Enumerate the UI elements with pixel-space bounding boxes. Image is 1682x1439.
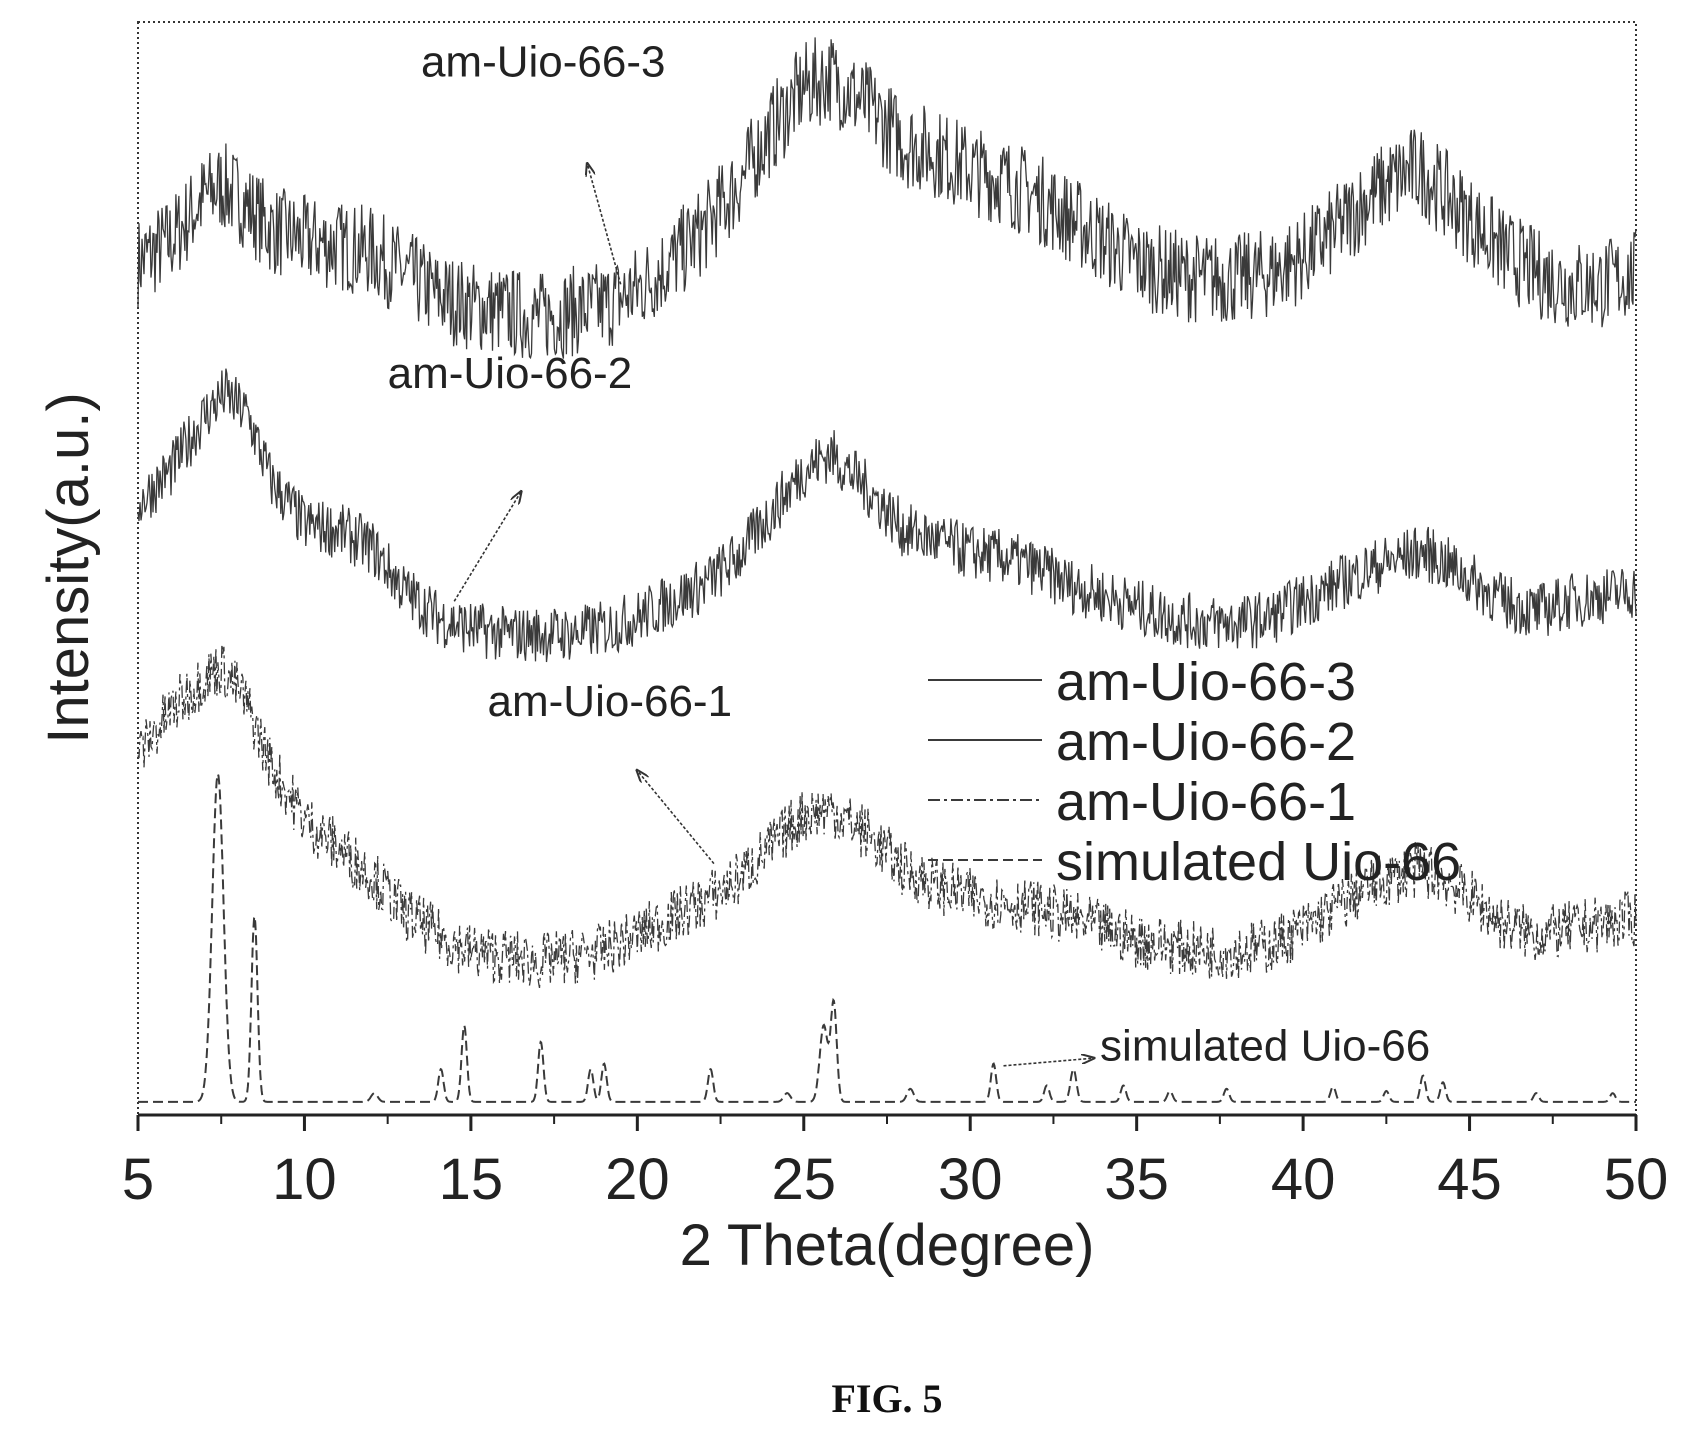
series-line [137, 37, 1637, 360]
y-axis-title: Intensity(a.u.) [36, 392, 101, 743]
legend-entry-label: am-Uio-66-2 [1056, 712, 1356, 772]
series-annotation-arrow [453, 492, 521, 602]
x-tick-label: 5 [122, 1147, 154, 1212]
x-tick-label: 15 [439, 1147, 504, 1212]
legend-entry-label: am-Uio-66-3 [1056, 652, 1356, 712]
x-tick-label: 30 [938, 1147, 1003, 1212]
series-annotation-arrow [1003, 1058, 1094, 1067]
x-tick-label: 10 [272, 1147, 337, 1212]
x-axis-title: 2 Theta(degree) [680, 1213, 1095, 1278]
series-annotation-arrow [587, 164, 622, 285]
x-tick-label: 50 [1604, 1147, 1669, 1212]
legend-entry-label: simulated Uio-66 [1056, 832, 1461, 892]
figure-caption: FIG. 5 [831, 1376, 942, 1421]
x-tick-label: 20 [605, 1147, 670, 1212]
series-annotation-label: am-Uio-66-3 [421, 38, 666, 87]
legend-entry-label: am-Uio-66-1 [1056, 772, 1356, 832]
series-line [137, 368, 1637, 663]
legend: am-Uio-66-3am-Uio-66-2am-Uio-66-1simulat… [928, 652, 1461, 892]
x-tick-label: 25 [772, 1147, 837, 1212]
series-line [138, 770, 1636, 1103]
series-annotation-label: simulated Uio-66 [1100, 1021, 1430, 1070]
x-tick-label: 35 [1104, 1147, 1169, 1212]
series-line [137, 644, 1637, 989]
plot-area [137, 37, 1637, 1103]
series-annotation-arrow [637, 771, 715, 865]
series-annotation-label: am-Uio-66-1 [488, 677, 733, 726]
series-annotation-label: am-Uio-66-2 [388, 349, 633, 398]
x-tick-label: 45 [1437, 1147, 1502, 1212]
x-axis-ticks: 5 10 15 20 25 30 35 40 45 50 [122, 1115, 1668, 1212]
series-annotations: am-Uio-66-3am-Uio-66-2am-Uio-66-1simulat… [388, 38, 1431, 1071]
x-tick-label: 40 [1271, 1147, 1336, 1212]
